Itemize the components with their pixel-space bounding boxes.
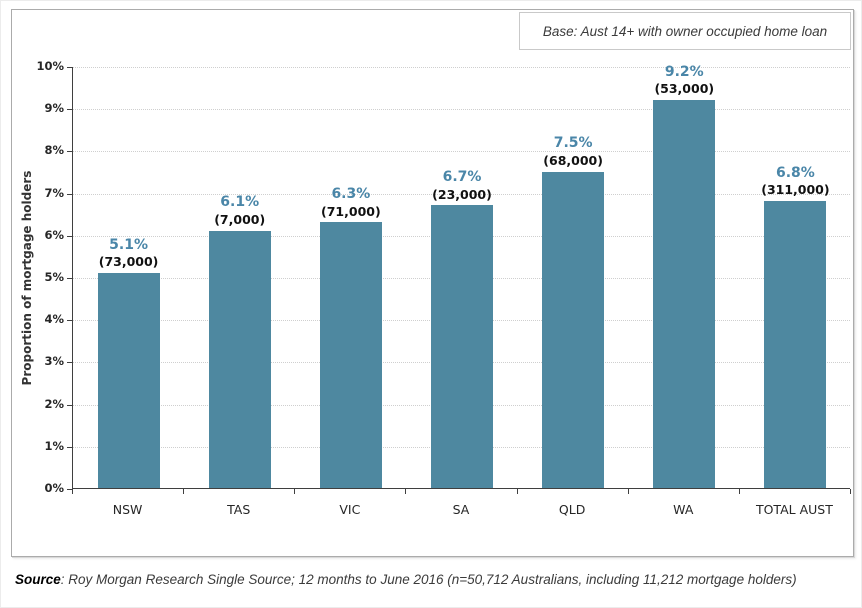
y-tick-label: 1% <box>44 438 64 453</box>
bar-value-label: 6.3% <box>331 186 371 203</box>
bar-count-label: (73,000) <box>98 254 159 270</box>
y-tick-label: 3% <box>44 354 64 369</box>
y-tick-label: 5% <box>44 270 64 284</box>
x-tick-mark <box>850 489 851 494</box>
y-tick-label: 9% <box>44 101 64 116</box>
bar-count-label: (68,000) <box>543 152 603 168</box>
x-tick-mark <box>738 489 740 494</box>
gridline <box>73 193 850 195</box>
x-category-label-tas: TAS <box>227 502 251 517</box>
x-tick-mark <box>183 489 185 494</box>
y-tick-label: 10% <box>36 59 64 73</box>
y-tick-mark <box>67 278 72 279</box>
y-tick-mark <box>67 235 72 237</box>
x-category-label-wa: WA <box>673 502 694 517</box>
y-tick-mark <box>67 446 72 448</box>
bar-labels-sa: 6.7% (23,000) <box>406 169 517 202</box>
bar-total-aust <box>764 201 827 488</box>
y-tick-label: 6% <box>44 227 64 242</box>
gridline <box>73 151 850 153</box>
y-tick-mark <box>67 489 72 490</box>
bar-labels-total-aust: 6.8% (311,000) <box>740 165 851 198</box>
x-category-label-sa: SA <box>452 502 470 517</box>
x-tick-mark <box>294 489 296 494</box>
bar-tas <box>208 230 271 488</box>
x-tick-mark <box>72 489 73 494</box>
bar-labels-wa: 9.2% (53,000) <box>629 64 740 97</box>
bar-labels-tas: 6.1% (7,000) <box>184 194 295 227</box>
bar-labels-qld: 7.5% (68,000) <box>518 135 629 168</box>
bar-qld <box>542 171 605 488</box>
x-tick-mark <box>627 489 629 494</box>
source-text: : Roy Morgan Research Single Source; 12 … <box>60 572 797 587</box>
y-tick-mark <box>67 362 72 364</box>
y-tick-label: 4% <box>44 312 64 327</box>
bar-wa <box>653 99 716 488</box>
y-tick-mark <box>67 67 72 68</box>
source-line: Source: Roy Morgan Research Single Sourc… <box>15 572 855 587</box>
x-category-label-total-aust: TOTAL AUST <box>755 502 833 517</box>
x-tick-mark <box>516 489 518 494</box>
bar-value-label: 5.1% <box>109 236 148 253</box>
base-note-box: Base: Aust 14+ with owner occupied home … <box>519 12 851 50</box>
bar-value-label: 9.2% <box>664 63 704 80</box>
x-tick-mark <box>405 489 407 494</box>
bar-labels-vic: 6.3% (71,000) <box>295 186 406 219</box>
x-category-label-vic: VIC <box>339 502 361 517</box>
y-tick-label: 2% <box>44 396 64 411</box>
plot-area: 5.1% (73,000) 6.1% (7,000) 6.3% (71,000) 6.7%(… <box>72 64 851 489</box>
chart-frame: Base: Aust 14+ with owner occupied home … <box>11 9 854 557</box>
x-category-label-nsw: NSW <box>112 502 143 517</box>
bar-value-label: 6.1% <box>220 194 260 211</box>
bar-value-label: 7.5% <box>553 135 593 152</box>
y-tick-label: 7% <box>44 185 64 200</box>
base-note-text: Base: Aust 14+ with owner occupied home … <box>542 23 828 39</box>
y-tick-label: 0% <box>44 481 64 495</box>
gridline <box>73 67 850 68</box>
bar-count-label: (71,000) <box>321 203 381 219</box>
y-tick-mark <box>67 404 72 406</box>
bar-count-label: (311,000) <box>761 182 830 198</box>
source-label: Source <box>15 572 61 587</box>
bar-value-label: 6.8% <box>776 164 815 181</box>
bar-labels-nsw: 5.1% (73,000) <box>73 237 184 270</box>
bar-count-label: (7,000) <box>214 211 266 227</box>
bar-count-label: (53,000) <box>654 81 715 97</box>
y-tick-mark <box>67 151 72 153</box>
y-tick-mark <box>67 320 72 322</box>
bar-nsw <box>97 272 160 488</box>
y-tick-mark <box>67 193 72 195</box>
gridline <box>73 109 850 111</box>
bar-count-label: (23,000) <box>432 186 492 202</box>
bar-sa <box>431 205 493 488</box>
x-category-label-qld: QLD <box>558 502 586 517</box>
bar-vic <box>319 222 382 488</box>
y-tick-mark <box>67 109 72 111</box>
bar-value-label: 6.7% <box>442 169 482 186</box>
y-tick-label: 8% <box>44 143 64 158</box>
